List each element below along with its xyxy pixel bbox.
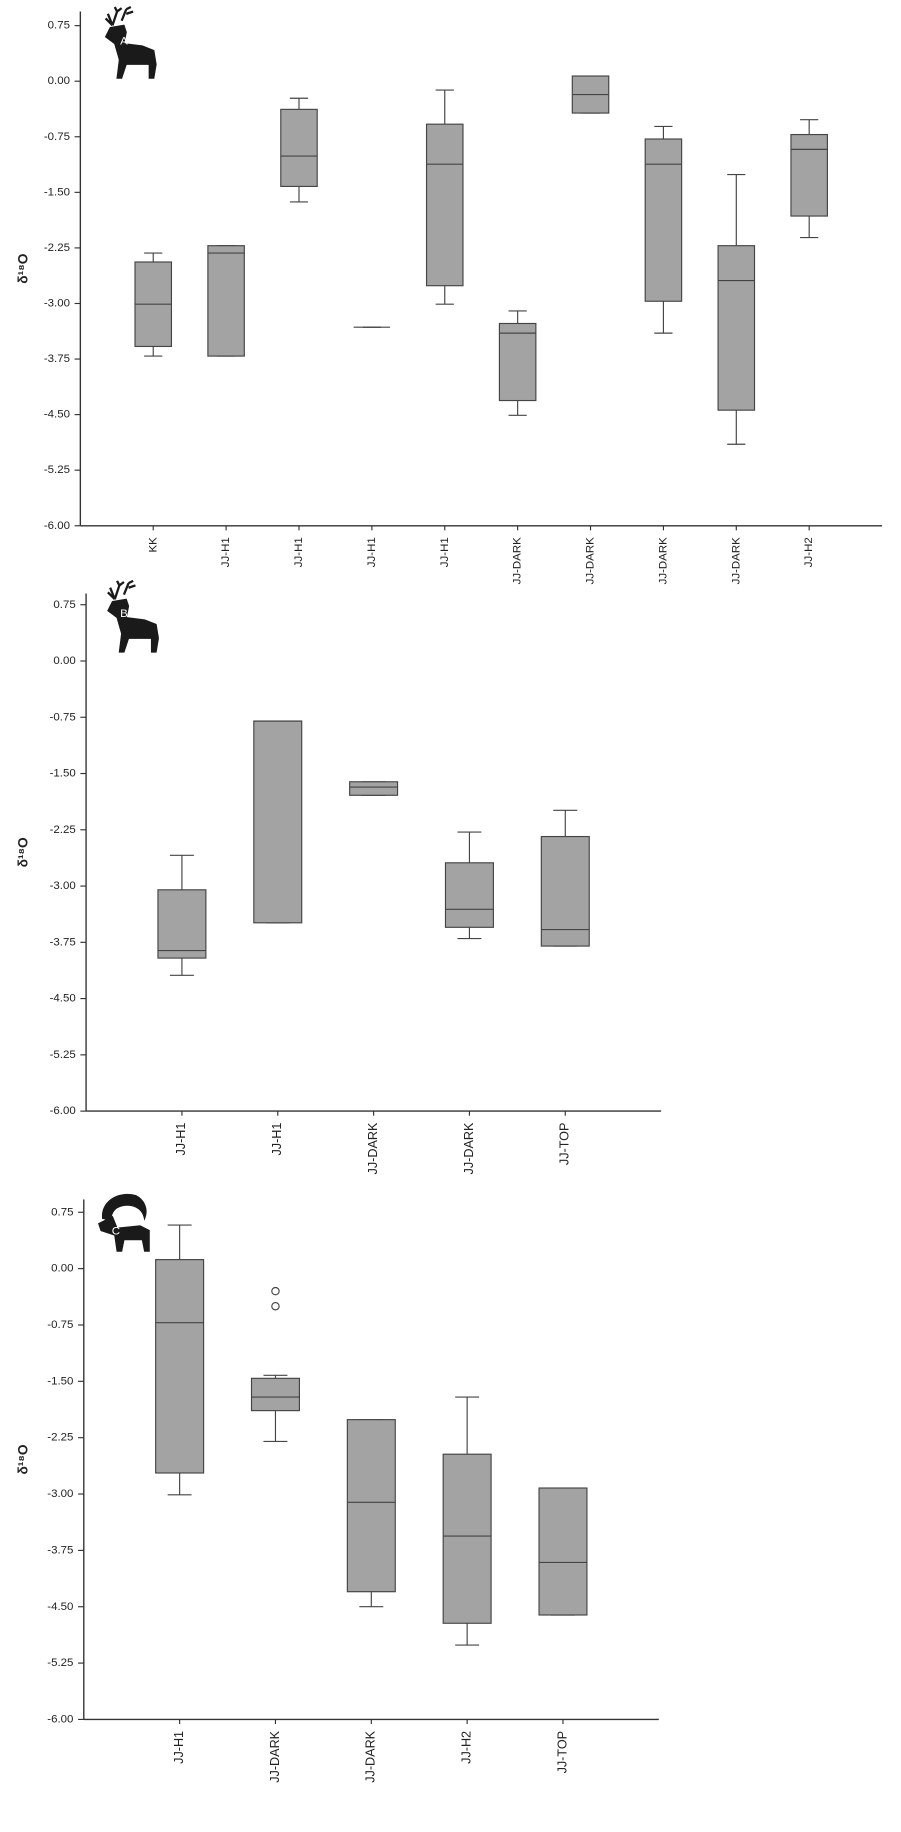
x-tick-label: JJ-H2 xyxy=(803,537,815,567)
box-plot xyxy=(280,97,318,203)
box-plot xyxy=(349,781,399,796)
x-tick-label: JJ-H1 xyxy=(293,537,305,567)
box-plot xyxy=(155,1224,205,1496)
x-tick-label: JJ-TOP xyxy=(558,1123,572,1166)
box xyxy=(790,133,828,217)
box-plot xyxy=(207,245,245,357)
box-plot xyxy=(717,173,756,445)
x-tick-label: JJ-TOP xyxy=(555,1731,569,1774)
y-tick-label: -4.50 xyxy=(47,1601,73,1613)
box xyxy=(346,1419,396,1593)
box xyxy=(540,835,590,947)
y-tick-label: -2.25 xyxy=(47,1432,73,1444)
y-tick-label: -6.00 xyxy=(44,520,70,532)
y-tick-label: -2.25 xyxy=(44,242,70,254)
box-plot xyxy=(540,809,590,947)
x-tick-label: JJ-H1 xyxy=(220,537,232,567)
y-tick-label: -5.25 xyxy=(47,1657,73,1669)
y-tick-label: -5.25 xyxy=(44,464,70,476)
box xyxy=(349,781,399,796)
y-tick-label: -0.75 xyxy=(47,1319,73,1331)
outlier xyxy=(271,1286,280,1296)
box-plot xyxy=(250,1286,300,1443)
x-tick-label: JJ-DARK xyxy=(366,1122,380,1174)
y-tick-label: -4.50 xyxy=(44,409,70,421)
box-plot xyxy=(253,720,303,924)
y-tick-label: -3.75 xyxy=(47,1544,73,1556)
x-tick-label: JJ-DARK xyxy=(364,1730,378,1782)
box xyxy=(253,720,303,924)
y-tick-label: -5.25 xyxy=(50,1049,76,1061)
x-tick-label: JJ-DARK xyxy=(462,1122,476,1174)
x-tick-label: JJ-H1 xyxy=(366,537,378,567)
y-tick-label: -2.25 xyxy=(50,824,76,836)
y-tick-label: 0.75 xyxy=(53,599,75,611)
x-tick-label: JJ-DARK xyxy=(585,537,597,585)
x-tick-label: JJ-H1 xyxy=(172,1731,186,1764)
box-plot xyxy=(571,75,610,114)
box xyxy=(157,889,207,959)
box-plot xyxy=(538,1487,588,1616)
y-tick-label: 0.00 xyxy=(53,655,75,667)
x-tick-label: JJ-DARK xyxy=(512,537,524,585)
x-tick-label: JJ-H1 xyxy=(270,1123,284,1156)
y-tick-label: -1.50 xyxy=(47,1375,73,1387)
y-tick-label: -0.75 xyxy=(50,711,76,723)
box xyxy=(644,138,683,302)
y-tick-label: -3.00 xyxy=(50,880,76,892)
outlier xyxy=(271,1301,280,1311)
y-axis-label: δ¹⁸O xyxy=(16,253,31,283)
box xyxy=(280,108,318,187)
y-tick-label: 0.75 xyxy=(48,20,70,32)
box-plot xyxy=(425,89,464,305)
x-tick-label: JJ-DARK xyxy=(730,537,742,585)
box xyxy=(442,1453,492,1624)
box xyxy=(538,1487,588,1616)
x-tick-label: KK xyxy=(147,537,159,553)
y-axis-label: δ¹⁸O xyxy=(16,837,31,867)
box xyxy=(498,322,537,402)
box xyxy=(444,862,494,928)
box-plot xyxy=(498,310,537,416)
y-tick-label: -1.50 xyxy=(50,768,76,780)
panel-label: C xyxy=(112,1226,120,1238)
deer-icon xyxy=(107,579,159,653)
y-tick-label: -0.75 xyxy=(44,131,70,143)
box xyxy=(250,1377,300,1412)
y-tick-label: -6.00 xyxy=(47,1713,73,1725)
y-tick-label: -3.75 xyxy=(50,936,76,948)
y-tick-label: -4.50 xyxy=(50,993,76,1005)
x-tick-label: JJ-H1 xyxy=(174,1123,188,1156)
x-tick-label: JJ-DARK xyxy=(268,1730,282,1782)
deer-icon xyxy=(104,5,157,79)
panel-label: A xyxy=(120,35,128,47)
box-plot xyxy=(790,119,828,239)
box-plot xyxy=(444,831,494,940)
box-plot xyxy=(134,252,173,357)
box-plot xyxy=(442,1396,492,1646)
y-tick-label: 0.75 xyxy=(51,1206,73,1218)
panel-label: B xyxy=(120,608,128,620)
x-tick-label: JJ-H2 xyxy=(459,1731,473,1764)
y-tick-label: 0.00 xyxy=(48,75,70,87)
box-plot xyxy=(346,1419,396,1608)
x-tick-label: JJ-H1 xyxy=(439,537,451,567)
y-tick-label: -6.00 xyxy=(50,1105,76,1117)
y-tick-label: -3.75 xyxy=(44,353,70,365)
box-plot xyxy=(157,854,207,976)
box-plot xyxy=(644,125,683,334)
y-tick-label: -3.00 xyxy=(44,298,70,310)
box xyxy=(425,123,464,287)
y-tick-label: -1.50 xyxy=(44,186,70,198)
x-tick-label: JJ-DARK xyxy=(657,537,669,585)
ibex-icon xyxy=(98,1193,150,1252)
y-tick-label: 0.00 xyxy=(51,1263,73,1275)
y-tick-label: -3.00 xyxy=(47,1488,73,1500)
box xyxy=(155,1259,205,1474)
y-axis-label: δ¹⁸O xyxy=(16,1444,31,1474)
box xyxy=(717,245,756,411)
box xyxy=(207,245,245,357)
